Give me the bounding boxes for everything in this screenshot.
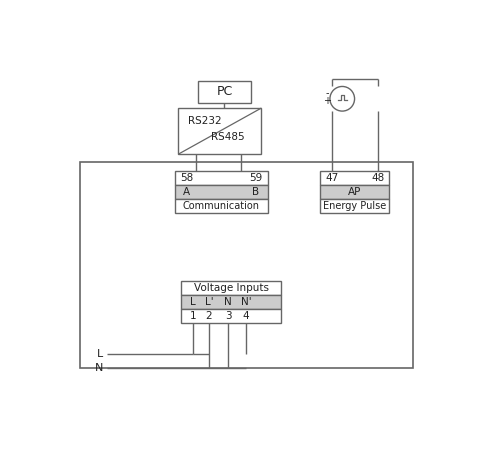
Bar — [181, 309, 281, 323]
Bar — [175, 185, 267, 199]
Bar — [181, 281, 281, 295]
Text: RS232: RS232 — [188, 116, 222, 126]
Bar — [175, 199, 267, 213]
Bar — [320, 199, 389, 213]
Text: N: N — [95, 363, 103, 373]
Text: 1: 1 — [190, 311, 196, 321]
Text: Energy Pulse: Energy Pulse — [323, 201, 386, 211]
Text: PC: PC — [216, 85, 233, 98]
Text: L: L — [96, 350, 103, 359]
Bar — [320, 185, 389, 199]
Text: Communication: Communication — [183, 201, 260, 211]
Bar — [81, 162, 413, 368]
Text: N': N' — [240, 297, 252, 307]
Text: B: B — [252, 187, 260, 197]
Text: L: L — [190, 297, 196, 307]
Text: 4: 4 — [243, 311, 249, 321]
Text: -: - — [325, 87, 329, 97]
Bar — [198, 81, 251, 103]
Text: AP: AP — [348, 187, 361, 197]
Bar — [175, 171, 267, 185]
Text: +: + — [323, 96, 331, 106]
Bar — [320, 171, 389, 185]
Bar — [181, 295, 281, 309]
Text: A: A — [183, 187, 190, 197]
Text: 58: 58 — [180, 173, 193, 183]
Text: 3: 3 — [225, 311, 232, 321]
Text: L': L' — [205, 297, 213, 307]
Text: 47: 47 — [325, 173, 339, 183]
Text: RS485: RS485 — [211, 132, 245, 142]
Text: N: N — [225, 297, 232, 307]
Text: 2: 2 — [206, 311, 212, 321]
Text: 59: 59 — [250, 173, 263, 183]
Text: 48: 48 — [371, 173, 384, 183]
Text: Voltage Inputs: Voltage Inputs — [194, 283, 269, 293]
Bar — [178, 108, 262, 154]
